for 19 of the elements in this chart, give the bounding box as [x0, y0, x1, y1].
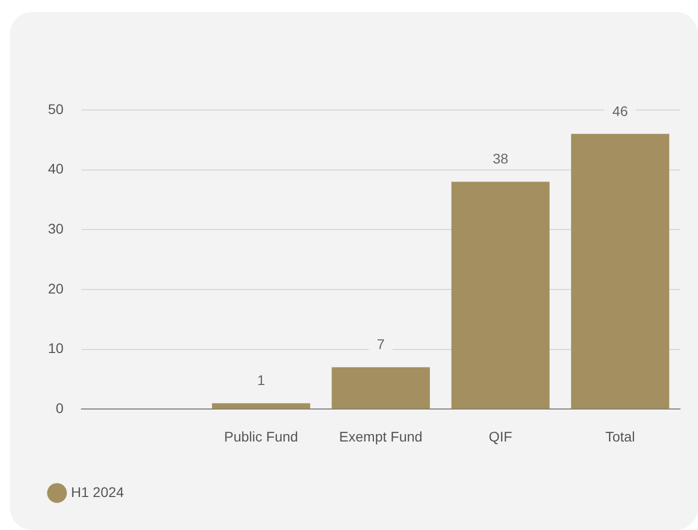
bar: [571, 134, 670, 409]
data-label: 46: [612, 102, 628, 119]
bar: [212, 403, 310, 409]
y-tick-label: 20: [48, 280, 64, 296]
x-tick-label: Public Fund: [224, 428, 298, 444]
bar: [451, 182, 550, 409]
x-tick-label: Total: [605, 428, 635, 444]
data-label: 1: [257, 372, 266, 388]
legend-label: H1 2024: [71, 484, 124, 500]
y-tick-label: 30: [48, 220, 64, 237]
x-tick-label: Exempt Fund: [339, 428, 422, 444]
bar: [332, 367, 430, 409]
y-tick-label: 0: [56, 400, 64, 416]
data-label: 7: [376, 336, 385, 352]
y-tick-label: 10: [48, 340, 64, 356]
y-tick-label: 40: [48, 160, 64, 177]
x-tick-label: QIF: [488, 428, 512, 444]
data-label: 38: [492, 150, 508, 167]
y-tick-label: 50: [48, 100, 64, 117]
